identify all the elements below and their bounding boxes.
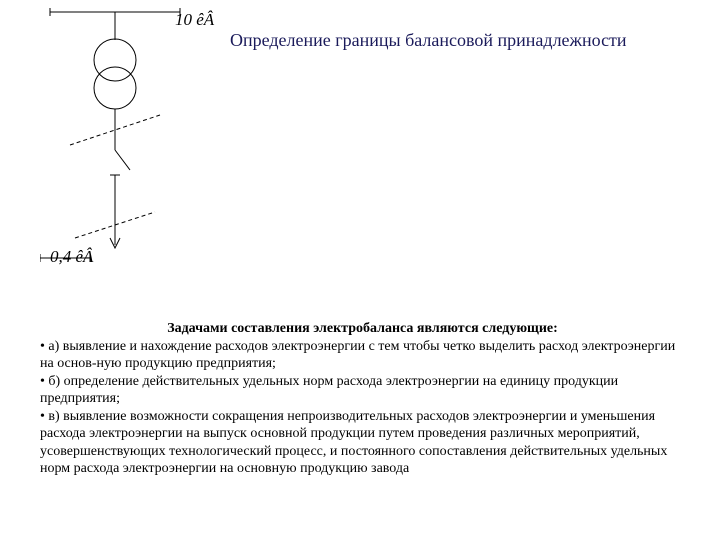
voltage-label-top: 10 êÂ <box>175 10 214 30</box>
voltage-label-bottom: 0,4 êÂ <box>50 247 93 267</box>
body-item-b: • б) определение действительных удельных… <box>40 373 685 408</box>
single-line-diagram <box>40 0 220 270</box>
body-item-a: • а) выявление и нахождение расходов эле… <box>40 338 685 373</box>
page-title: Определение границы балансовой принадлеж… <box>230 30 690 51</box>
body-heading: Задачами составления электробаланса явля… <box>40 320 685 338</box>
body-item-c: • в) выявление возможности сокращения не… <box>40 408 685 478</box>
substation-svg <box>40 0 220 270</box>
body-text: Задачами составления электробаланса явля… <box>40 320 685 478</box>
